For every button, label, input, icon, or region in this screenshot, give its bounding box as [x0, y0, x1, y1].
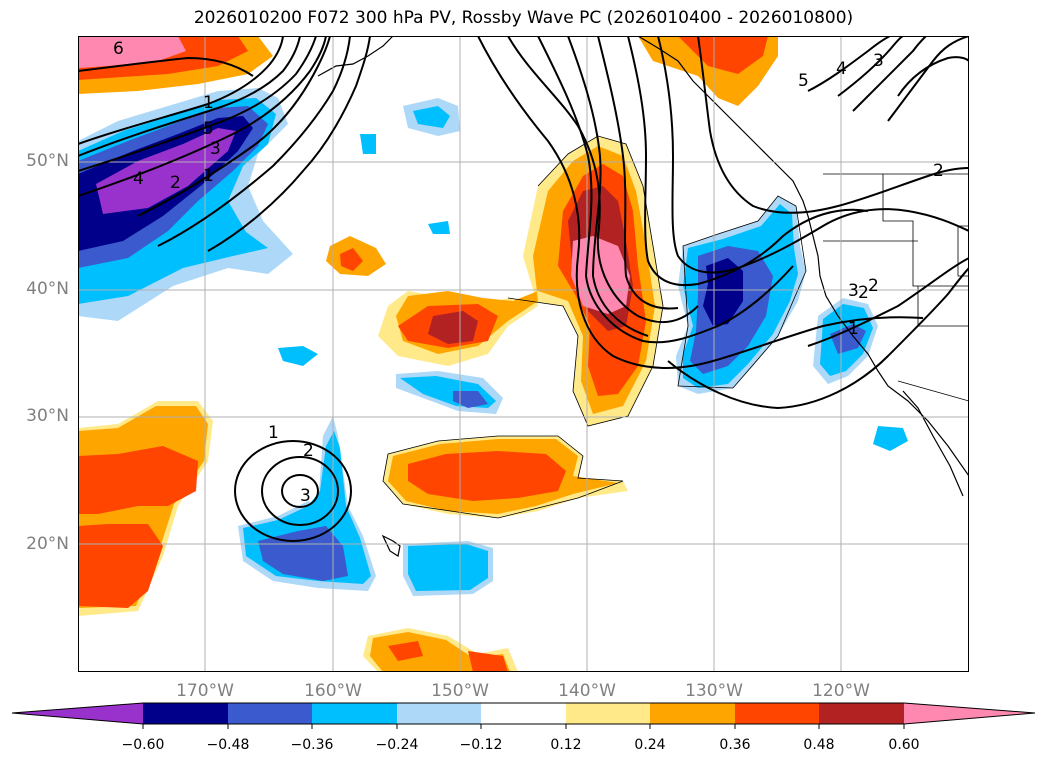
lon-label-140w: 140°W — [558, 681, 616, 701]
colorbar-tick-label: 0.24 — [634, 737, 666, 753]
lat-label-50n: 50°N — [26, 151, 69, 171]
colorbar-segment-1 — [143, 703, 228, 724]
contour-label: 1 — [203, 166, 214, 186]
colorbar-segment-9 — [819, 703, 904, 724]
central-positive-ridge — [378, 136, 663, 426]
anomaly-outlines — [382, 135, 807, 519]
contour-label: 1 — [268, 423, 279, 443]
contour-label: 4 — [836, 59, 847, 79]
rossby-contours — [78, 36, 969, 542]
colorbar-segment-4 — [397, 703, 481, 724]
colorbar-tick-label: −0.12 — [459, 737, 503, 753]
contour-label: 2 — [170, 173, 181, 193]
contour-label: 3 — [210, 139, 221, 159]
colorbar-segment-6 — [566, 703, 650, 724]
map-svg: 6 5 4 3 2 1 3 2 1 3 2 1 5 4 3 2 2 1 — [78, 36, 969, 672]
contour-label: 5 — [203, 119, 214, 139]
bottom-positive — [363, 628, 518, 672]
colorbar-segment-8 — [735, 703, 819, 724]
colorbar-segment-10 — [904, 703, 1035, 724]
sw-positive-band — [78, 401, 213, 616]
contour-label: 3 — [873, 51, 884, 71]
colorbar-tick-label: −0.24 — [375, 737, 419, 753]
contour-labels: 6 5 4 3 2 1 3 2 1 3 2 1 5 4 3 2 2 1 — [113, 39, 944, 506]
contour-label: 1 — [203, 93, 214, 113]
north-positive-patch — [638, 36, 778, 106]
lat-label-20n: 20°N — [26, 534, 69, 554]
colorbar-ticks — [142, 724, 905, 729]
map-panel[interactable]: 6 5 4 3 2 1 3 2 1 3 2 1 5 4 3 2 2 1 — [78, 36, 969, 672]
small-positive-patch — [326, 236, 386, 276]
colorbar-tick-label: 0.48 — [803, 737, 835, 753]
contour-label: 1 — [848, 319, 859, 339]
colorbar-tick-label: 0.12 — [550, 737, 582, 753]
lon-label-130w: 130°W — [685, 681, 743, 701]
mid-pacific-negatives — [278, 98, 908, 451]
borders — [823, 173, 969, 402]
south-negatives — [238, 416, 493, 596]
contour-label: 6 — [113, 39, 124, 59]
lat-label-40n: 40°N — [26, 279, 69, 299]
colorbar-tick-label: −0.48 — [206, 737, 250, 753]
colorbar-segment-5 — [481, 703, 566, 724]
colorbar-segment-2 — [228, 703, 312, 724]
colorbar-segment-0 — [12, 703, 143, 724]
contour-label: 4 — [133, 169, 144, 189]
lat-label-30n: 30°N — [26, 406, 69, 426]
contour-label: 2 — [933, 161, 944, 181]
contour-label: 2 — [303, 441, 314, 461]
contour-label: 3 — [848, 281, 859, 301]
central-south-positive-band — [383, 436, 628, 518]
gridlines — [78, 36, 969, 672]
colorbar-tick-label: −0.36 — [290, 737, 334, 753]
colorbar-tick-label: 0.36 — [719, 737, 751, 753]
contour-label: 2 — [858, 283, 869, 303]
lon-label-120w: 120°W — [812, 681, 870, 701]
contour-label: 2 — [868, 276, 879, 296]
colorbar-tick-label: −0.60 — [121, 737, 165, 753]
colorbar-segment-3 — [312, 703, 397, 724]
colorbar-segment-7 — [650, 703, 735, 724]
colorbar — [11, 702, 1036, 729]
colorbar-tick-label: 0.60 — [888, 737, 920, 753]
lon-label-160w: 160°W — [304, 681, 362, 701]
nw-negative-lobe — [78, 88, 293, 321]
lon-label-150w: 150°W — [431, 681, 489, 701]
chart-title: 2026010200 F072 300 hPa PV, Rossby Wave … — [193, 8, 854, 28]
contour-label: 5 — [798, 71, 809, 91]
contour-label: 3 — [300, 486, 311, 506]
lon-label-170w: 170°W — [176, 681, 234, 701]
